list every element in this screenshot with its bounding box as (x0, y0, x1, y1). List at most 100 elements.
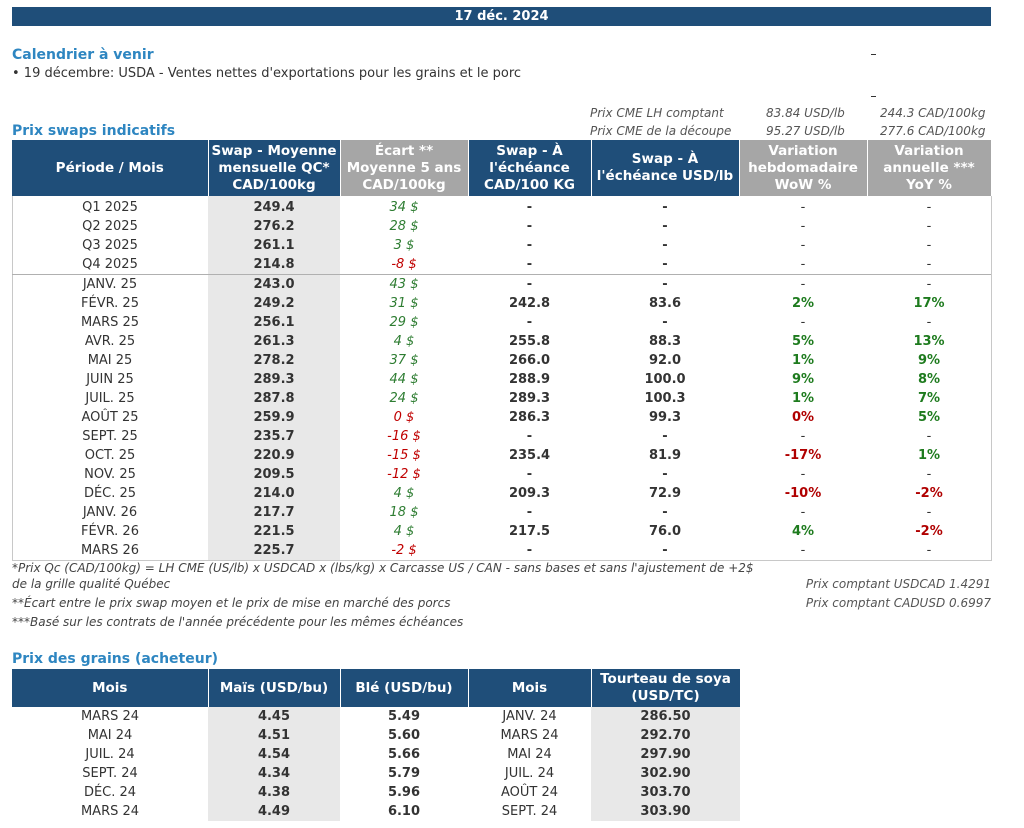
month-cell: SEPT. 24 (82, 766, 138, 781)
month-cell: MAI 24 (87, 728, 133, 743)
wow-cell: - (800, 315, 806, 330)
swap-usd-cell: 88.3 (648, 334, 682, 349)
col-header-mais: Maïs (USD/bu) (208, 669, 341, 707)
grains-title: Prix des grains (acheteur) (12, 651, 219, 667)
wow-cell: - (800, 505, 806, 520)
ecart-cell: 43 $ (340, 274, 468, 294)
ecart-cell: 24 $ (389, 391, 419, 406)
swap-usd-cell: 99.3 (648, 410, 682, 425)
col-header-mois-1: Mois (12, 669, 209, 707)
swap-usd-cell: - (662, 257, 668, 272)
swap-monthly-cell: 289.3 (208, 370, 340, 389)
ecart-cell: -15 $ (387, 448, 421, 463)
wow-cell: -17% (784, 448, 822, 463)
yoy-cell: -2% (915, 524, 943, 539)
swap-monthly-cell: 249.2 (208, 294, 340, 313)
swaps-header-row: Période / Mois Swap - Moyenne mensuelle … (12, 140, 992, 196)
swap-cad-cell: - (526, 429, 533, 444)
col-header-ecart: Écart ** Moyenne 5 ans CAD/100kg (340, 140, 469, 196)
table-row: FÉVR. 26 221.5 4 $ 217.5 76.0 4% -2% (12, 522, 991, 541)
swap-cad-cell: - (526, 543, 533, 558)
swap-usd-cell: - (662, 315, 668, 330)
soya-cell: 297.90 (591, 745, 740, 764)
swap-monthly-cell: 287.8 (208, 389, 340, 408)
yoy-cell: 13% (913, 334, 945, 349)
period-cell: JUIL. 25 (85, 391, 135, 406)
yoy-cell: 17% (913, 296, 945, 311)
wow-cell: 1% (791, 353, 815, 368)
swap-monthly-cell: 209.5 (208, 465, 340, 484)
col-header-yoy: Variation annuelle *** YoY % (867, 140, 992, 196)
soya-cell: 292.70 (591, 726, 740, 745)
swap-cad-cell: - (526, 505, 533, 520)
period-cell: MARS 26 (80, 543, 140, 558)
table-row: FÉVR. 25 249.2 31 $ 242.8 83.6 2% 17% (12, 294, 991, 313)
yoy-cell: - (926, 238, 932, 253)
ble-cell: 5.49 (387, 709, 421, 724)
swap-cad-cell: 288.9 (508, 372, 551, 387)
table-row: JUIL. 24 4.54 5.66 MAI 24 297.90 (12, 745, 740, 764)
month-cell: MARS 24 (500, 728, 559, 743)
table-row: Q2 2025 276.2 28 $ - - - - (12, 217, 991, 236)
ble-cell: 5.79 (387, 766, 421, 781)
table-row: DÉC. 24 4.38 5.96 AOÛT 24 303.70 (12, 783, 740, 802)
mais-cell: 4.54 (208, 745, 340, 764)
period-cell: MAI 25 (87, 353, 133, 368)
swap-monthly-cell: 256.1 (208, 313, 340, 332)
swap-usd-cell: - (662, 238, 668, 253)
wow-cell: 0% (791, 410, 815, 425)
table-row: OCT. 25 220.9 -15 $ 235.4 81.9 -17% 1% (12, 446, 991, 465)
table-row: SEPT. 25 235.7 -16 $ - - - - (12, 427, 991, 446)
table-row: MAI 24 4.51 5.60 MARS 24 292.70 (12, 726, 740, 745)
period-cell: MARS 25 (80, 315, 140, 330)
month-cell: AOÛT 24 (500, 785, 559, 800)
date-banner: 17 déc. 2024 (12, 7, 991, 26)
yoy-cell: 8% (917, 372, 941, 387)
table-row: Q3 2025 261.1 3 $ - - - - (12, 236, 991, 255)
yoy-cell: 1% (917, 448, 941, 463)
col-header-swap-cad: Swap - À l'échéance CAD/100 KG (468, 140, 592, 196)
swap-monthly-cell: 276.2 (208, 217, 340, 236)
col-header-swap-monthly: Swap - Moyenne mensuelle QC* CAD/100kg (208, 140, 341, 196)
soya-cell: 286.50 (591, 707, 740, 726)
period-cell: AVR. 25 (84, 334, 136, 349)
table-row: DÉC. 25 214.0 4 $ 209.3 72.9 -10% -2% (12, 484, 991, 503)
swap-monthly-cell: 261.1 (208, 236, 340, 255)
swap-monthly-cell: 249.4 (208, 196, 340, 217)
swap-usd-cell: - (662, 200, 668, 215)
ecart-cell: 18 $ (389, 505, 419, 520)
cme-cut-usd: 95.27 USD/lb (766, 124, 845, 138)
yoy-cell: 7% (917, 391, 941, 406)
period-cell: AOÛT 25 (81, 410, 139, 425)
table-row: MARS 26 225.7 -2 $ - - - - (12, 541, 991, 560)
swap-cad-cell: 286.3 (508, 410, 551, 425)
swap-monthly-cell: 214.0 (208, 484, 340, 503)
mais-cell: 4.38 (208, 783, 340, 802)
yoy-cell: - (867, 274, 991, 294)
period-cell: Q2 2025 (82, 219, 138, 234)
ecart-cell: 3 $ (393, 238, 415, 253)
wow-cell: - (800, 219, 806, 234)
yoy-cell: - (926, 543, 932, 558)
swap-cad-cell: 209.3 (508, 486, 551, 501)
cme-cut-cad: 277.6 CAD/100kg (880, 124, 986, 138)
swap-usd-cell: - (591, 274, 739, 294)
soya-cell: 302.90 (591, 764, 740, 783)
col-header-ble: Blé (USD/bu) (340, 669, 469, 707)
soya-cell: 303.90 (591, 802, 740, 821)
col-header-soya: Tourteau de soya (USD/TC) (591, 669, 741, 707)
footnote-1-cont: de la grille qualité Québec (12, 577, 171, 591)
ble-cell: 5.66 (387, 747, 421, 762)
wow-cell: - (800, 467, 806, 482)
period-cell: Q1 2025 (82, 200, 138, 215)
yoy-cell: - (926, 257, 932, 272)
yoy-cell: 9% (917, 353, 941, 368)
mais-cell: 4.51 (208, 726, 340, 745)
swap-cad-cell: 235.4 (508, 448, 551, 463)
grains-header-row: Mois Maïs (USD/bu) Blé (USD/bu) Mois Tou… (12, 669, 741, 707)
swap-monthly-cell: 235.7 (208, 427, 340, 446)
col-header-wow: Variation hebdomadaire WoW % (739, 140, 868, 196)
wow-cell: - (800, 238, 806, 253)
swap-monthly-cell: 278.2 (208, 351, 340, 370)
swap-usd-cell: - (662, 467, 668, 482)
